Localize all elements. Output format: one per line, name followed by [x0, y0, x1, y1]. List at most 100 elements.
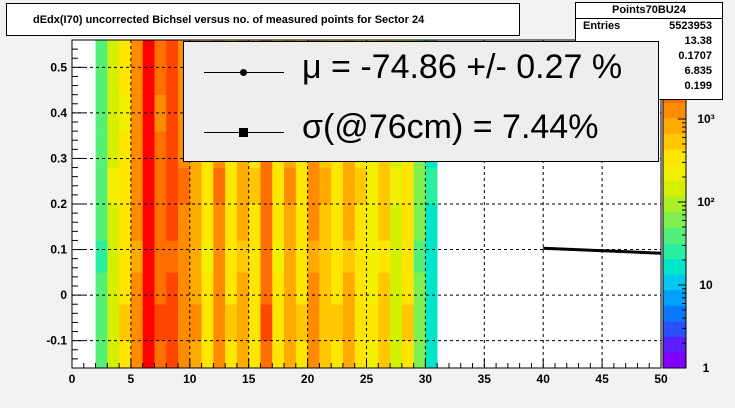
heatmap-cell	[225, 167, 238, 205]
heatmap-cell	[295, 240, 308, 273]
color-scale-swatch	[663, 274, 686, 291]
heatmap-cell	[154, 167, 167, 205]
heatmap-cell	[401, 167, 414, 205]
y-tick-label: 0.3	[50, 151, 67, 165]
heatmap-cell	[178, 304, 191, 341]
heatmap-cell	[130, 204, 143, 241]
x-tick-label: 0	[69, 372, 76, 386]
stats-row-2: 13.38	[576, 34, 722, 49]
heatmap-cell	[425, 304, 438, 341]
heatmap-cell	[130, 94, 143, 132]
heatmap-cell	[119, 272, 132, 305]
stats-value-3: 0.1707	[678, 50, 712, 62]
heatmap-cell	[248, 167, 261, 205]
heatmap-cell	[378, 272, 391, 305]
stats-value-2: 13.38	[684, 35, 712, 47]
heatmap-cell	[413, 240, 426, 273]
heatmap-cell	[295, 204, 308, 241]
heatmap-cell	[142, 94, 155, 132]
heatmap-cell	[119, 67, 132, 95]
legend-mu-text: μ = -74.86 +/- 0.27 %	[302, 48, 623, 86]
heatmap-cell	[107, 94, 120, 132]
heatmap-cell	[319, 204, 332, 241]
heatmap-cell	[331, 272, 344, 305]
heatmap-cell	[295, 167, 308, 205]
stats-value-4: 6.835	[684, 65, 712, 77]
heatmap-cell	[107, 67, 120, 95]
heatmap-cell	[284, 304, 297, 341]
heatmap-cell	[130, 40, 143, 68]
heatmap-cell	[225, 204, 238, 241]
heatmap-cell	[248, 304, 261, 341]
heatmap-cell	[248, 340, 261, 369]
heatmap-cell	[166, 131, 179, 168]
heatmap-cell	[260, 304, 273, 341]
heatmap-cell	[378, 204, 391, 241]
heatmap-cell	[307, 204, 320, 241]
heatmap-cell	[201, 204, 214, 241]
heatmap-cell	[213, 304, 226, 341]
heatmap-cell	[189, 340, 202, 369]
heatmap-cell	[354, 340, 367, 369]
heatmap-cell	[366, 240, 379, 273]
heatmap-cell	[272, 204, 285, 241]
heatmap-cell	[260, 204, 273, 241]
heatmap-cell	[295, 272, 308, 305]
heatmap-cell	[378, 304, 391, 341]
heatmap-cell	[248, 272, 261, 305]
heatmap-cell	[213, 272, 226, 305]
heatmap-cell	[119, 131, 132, 168]
y-tick-label: 0.4	[50, 106, 67, 120]
heatmap-cell	[307, 340, 320, 369]
heatmap-cell	[307, 304, 320, 341]
heatmap-cell	[166, 304, 179, 341]
heatmap-cell	[154, 340, 167, 369]
heatmap-cell	[119, 240, 132, 273]
heatmap-cell	[178, 167, 191, 205]
heatmap-cell	[142, 40, 155, 68]
heatmap-cell	[260, 240, 273, 273]
heatmap-cell	[154, 40, 167, 68]
heatmap-cell	[425, 204, 438, 241]
heatmap-cell	[425, 272, 438, 305]
stats-value-5: 0.199	[684, 80, 712, 92]
heatmap-cell	[236, 167, 249, 205]
x-tick-label: 20	[301, 372, 315, 386]
y-tick-label: 0.1	[50, 243, 67, 257]
heatmap-cell	[390, 240, 403, 273]
fit-legend: μ = -74.86 +/- 0.27 % σ(@76cm) = 7.44%	[183, 41, 659, 162]
heatmap-cell	[95, 94, 108, 132]
heatmap-cell	[319, 272, 332, 305]
heatmap-cell	[390, 304, 403, 341]
y-axis: -0.1 0 0.1 0.2 0.3 0.4 0.5	[46, 48, 84, 360]
heatmap-cell	[130, 340, 143, 369]
heatmap-cell	[154, 240, 167, 273]
heatmap-cell	[354, 304, 367, 341]
x-tick-label: 30	[419, 372, 433, 386]
color-scale-swatch	[663, 305, 686, 322]
heatmap-cell	[354, 272, 367, 305]
heatmap-cell	[95, 131, 108, 168]
heatmap-cell	[166, 94, 179, 132]
heatmap-cell	[354, 240, 367, 273]
heatmap-cell	[95, 167, 108, 205]
heatmap-cell	[425, 240, 438, 273]
heatmap-cell	[95, 272, 108, 305]
heatmap-cell	[166, 67, 179, 95]
heatmap-cell	[201, 272, 214, 305]
heatmap-cell	[178, 340, 191, 369]
heatmap-cell	[307, 272, 320, 305]
heatmap-cell	[107, 340, 120, 369]
heatmap-cell	[354, 167, 367, 205]
heatmap-cell	[225, 304, 238, 341]
heatmap-cell	[295, 304, 308, 341]
heatmap-cell	[413, 304, 426, 341]
heatmap-cell	[119, 204, 132, 241]
heatmap-cell	[413, 167, 426, 205]
heatmap-cell	[272, 167, 285, 205]
heatmap-cell	[119, 94, 132, 132]
heatmap-cell	[107, 131, 120, 168]
heatmap-cell	[95, 67, 108, 95]
heatmap-cell	[248, 204, 261, 241]
heatmap-cell	[366, 167, 379, 205]
